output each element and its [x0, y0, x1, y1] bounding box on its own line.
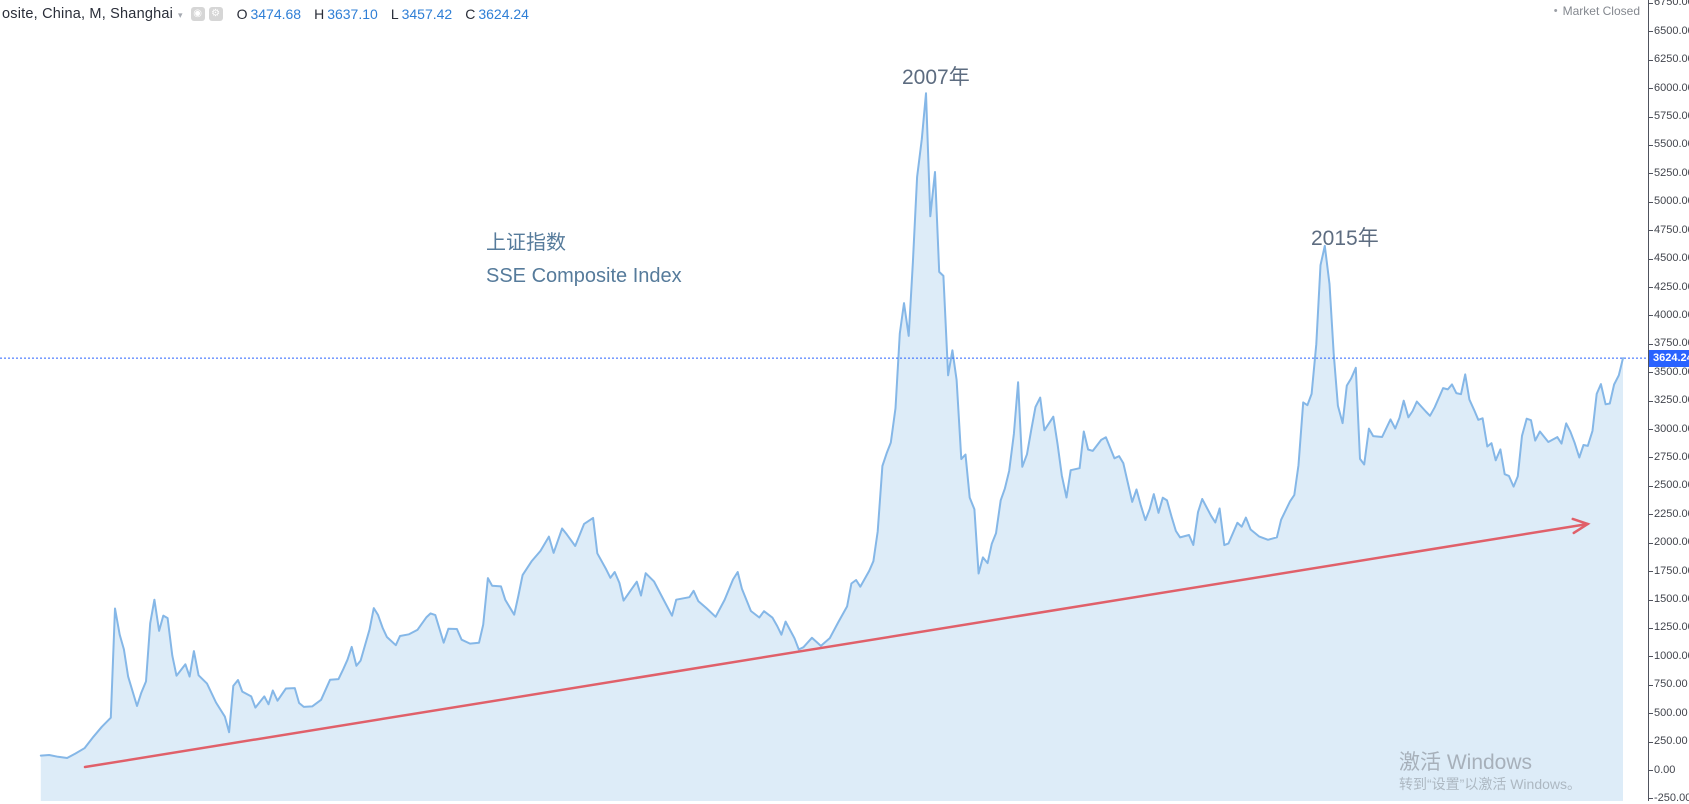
price-tick-label: 500.00: [1654, 706, 1688, 719]
price-tick-label: 6250.00: [1654, 53, 1689, 66]
price-tick-label: 2500.00: [1654, 479, 1689, 492]
price-tick-label: 5000.00: [1654, 195, 1689, 208]
price-tick-mark: [1649, 770, 1653, 771]
price-tick-mark: [1649, 599, 1653, 601]
price-tick-mark: [1649, 116, 1653, 118]
price-tick-label: 1000.00: [1654, 649, 1689, 662]
gear-icon[interactable]: ⚙: [208, 7, 223, 21]
market-status-label: Market Closed: [1562, 4, 1640, 18]
price-tick-mark: [1649, 59, 1653, 61]
price-axis[interactable]: 6750.00 6500.00 6250.00 6000.00 5750.00 5500.…: [1648, 0, 1689, 804]
watermark-line2: 转到“设置”以激活 Windows。: [1399, 776, 1582, 792]
price-tick-label: 6000.00: [1654, 81, 1689, 94]
price-tick-mark: [1649, 201, 1653, 203]
market-status: • Market Closed: [1554, 4, 1640, 18]
price-tick-mark: [1649, 485, 1653, 487]
price-tick-mark: [1649, 372, 1653, 374]
price-tick-mark: [1649, 713, 1653, 715]
price-tick-label: 3500.00: [1654, 365, 1689, 378]
price-tick-mark: [1649, 571, 1653, 573]
price-tick-label: 4500.00: [1654, 252, 1689, 265]
price-tick-mark: [1649, 798, 1653, 800]
price-tick-label: 750.00: [1654, 678, 1688, 691]
price-tick-label: 4250.00: [1654, 280, 1689, 293]
price-tick-label: 4750.00: [1654, 223, 1689, 236]
price-tick-mark: [1649, 429, 1653, 431]
annotation-title-en[interactable]: SSE Composite Index: [486, 265, 682, 287]
price-tick-mark: [1649, 627, 1653, 629]
price-tick-mark: [1649, 88, 1653, 90]
chevron-down-icon[interactable]: ▾: [178, 9, 183, 20]
annotation-2007-peak[interactable]: 2007年: [902, 66, 970, 89]
price-tick-mark: [1649, 258, 1653, 260]
price-tick-mark: [1649, 400, 1653, 402]
ohlc-o: O 3474.68: [236, 6, 302, 22]
ohlc-h: H 3637.10: [314, 6, 378, 22]
price-tick-mark: [1649, 741, 1653, 743]
symbol-title[interactable]: osite, China, M, Shanghai: [2, 6, 174, 22]
price-tick-label: 2000.00: [1654, 536, 1689, 549]
price-tick-label: 2750.00: [1654, 450, 1689, 463]
circle-icon[interactable]: ◉: [190, 7, 205, 21]
price-tick-mark: [1649, 656, 1653, 658]
price-tick-label: 0.00: [1654, 763, 1676, 776]
price-series-line[interactable]: [39, 92, 1624, 759]
price-tick-label: 6750.00: [1654, 0, 1689, 9]
price-tick-label: 5750.00: [1654, 110, 1689, 123]
annotation-title-zh[interactable]: 上证指数: [486, 232, 566, 254]
price-tick-mark: [1649, 542, 1653, 544]
annotation-2015-peak[interactable]: 2015年: [1311, 227, 1379, 250]
price-tick-mark: [1649, 2, 1653, 4]
price-tick-mark: [1649, 144, 1653, 146]
area-fill: [40, 93, 1623, 801]
price-tick-mark: [1649, 287, 1653, 289]
ohlc-values: O 3474.68 H 3637.10 L 3457.42 C 3624.24: [237, 6, 542, 22]
trend-arrow[interactable]: [83, 517, 1591, 769]
price-tick-mark: [1649, 343, 1653, 345]
price-tick-label: 4000.00: [1654, 308, 1689, 321]
price-tick-label: 1500.00: [1654, 593, 1689, 606]
price-tick-label: 3000.00: [1654, 422, 1689, 435]
ohlc-c: C 3624.24: [465, 6, 529, 22]
price-tick-mark: [1649, 514, 1653, 516]
price-tick-label: 1750.00: [1654, 564, 1689, 577]
chart-header: osite, China, M, Shanghai ▾ ◉ ⚙ O 3474.68…: [2, 3, 542, 25]
price-tick-mark: [1649, 230, 1653, 232]
market-status-dot: •: [1553, 5, 1558, 17]
price-tick-label: 2250.00: [1654, 507, 1689, 520]
price-tick-label: 250.00: [1654, 735, 1688, 748]
price-tick-mark: [1649, 457, 1653, 459]
last-price-badge: 3624.24: [1649, 349, 1689, 367]
ohlc-l: L 3457.42: [390, 6, 453, 22]
price-tick-label: 5500.00: [1654, 138, 1689, 151]
windows-watermark: 激活 Windows 转到“设置”以激活 Windows。: [1399, 751, 1581, 794]
price-tick-label: -250.00: [1654, 791, 1689, 804]
price-tick-label: 3250.00: [1654, 394, 1689, 407]
price-tick-label: 1250.00: [1654, 621, 1689, 634]
watermark-line1: 激活 Windows: [1399, 751, 1533, 774]
price-tick-mark: [1649, 684, 1653, 686]
price-tick-mark: [1649, 31, 1653, 33]
price-tick-mark: [1649, 315, 1653, 317]
price-tick-label: 6500.00: [1654, 24, 1689, 37]
price-tick-label: 3750.00: [1654, 337, 1689, 350]
price-tick-label: 5250.00: [1654, 166, 1689, 179]
price-tick-mark: [1649, 173, 1653, 175]
